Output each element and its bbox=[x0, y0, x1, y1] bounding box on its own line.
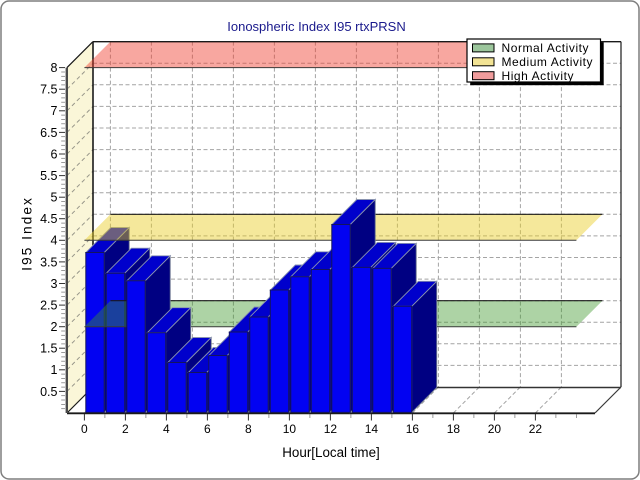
svg-text:6.5: 6.5 bbox=[40, 126, 57, 140]
svg-text:22: 22 bbox=[529, 422, 543, 436]
svg-text:1: 1 bbox=[51, 363, 58, 377]
svg-text:Ionospheric Index I95 rtxPRSN: Ionospheric Index I95 rtxPRSN bbox=[227, 19, 405, 34]
svg-text:Normal Activity: Normal Activity bbox=[502, 41, 590, 55]
svg-text:10: 10 bbox=[283, 422, 297, 436]
svg-text:2: 2 bbox=[51, 320, 58, 334]
svg-text:6: 6 bbox=[204, 422, 211, 436]
svg-text:4: 4 bbox=[163, 422, 170, 436]
svg-text:2: 2 bbox=[122, 422, 129, 436]
svg-text:8: 8 bbox=[51, 61, 58, 75]
svg-text:3.5: 3.5 bbox=[40, 255, 57, 269]
svg-text:14: 14 bbox=[365, 422, 379, 436]
svg-text:2.5: 2.5 bbox=[40, 299, 57, 313]
svg-text:7.5: 7.5 bbox=[40, 83, 57, 97]
svg-text:4.5: 4.5 bbox=[40, 212, 57, 226]
svg-text:12: 12 bbox=[324, 422, 338, 436]
svg-text:High Activity: High Activity bbox=[502, 69, 575, 83]
svg-text:18: 18 bbox=[447, 422, 461, 436]
svg-text:1.5: 1.5 bbox=[40, 342, 57, 356]
svg-text:I95 Index: I95 Index bbox=[20, 196, 35, 271]
svg-text:Hour[Local time]: Hour[Local time] bbox=[282, 445, 380, 460]
svg-text:Medium Activity: Medium Activity bbox=[502, 55, 594, 69]
svg-text:8: 8 bbox=[245, 422, 252, 436]
svg-text:6: 6 bbox=[51, 147, 58, 161]
svg-text:20: 20 bbox=[488, 422, 502, 436]
svg-text:7: 7 bbox=[51, 104, 58, 118]
svg-text:0.5: 0.5 bbox=[40, 385, 57, 399]
svg-text:5.5: 5.5 bbox=[40, 169, 57, 183]
svg-text:4: 4 bbox=[51, 234, 58, 248]
svg-text:0: 0 bbox=[81, 422, 88, 436]
svg-text:16: 16 bbox=[406, 422, 420, 436]
svg-text:3: 3 bbox=[51, 277, 58, 291]
svg-text:5: 5 bbox=[51, 191, 58, 205]
